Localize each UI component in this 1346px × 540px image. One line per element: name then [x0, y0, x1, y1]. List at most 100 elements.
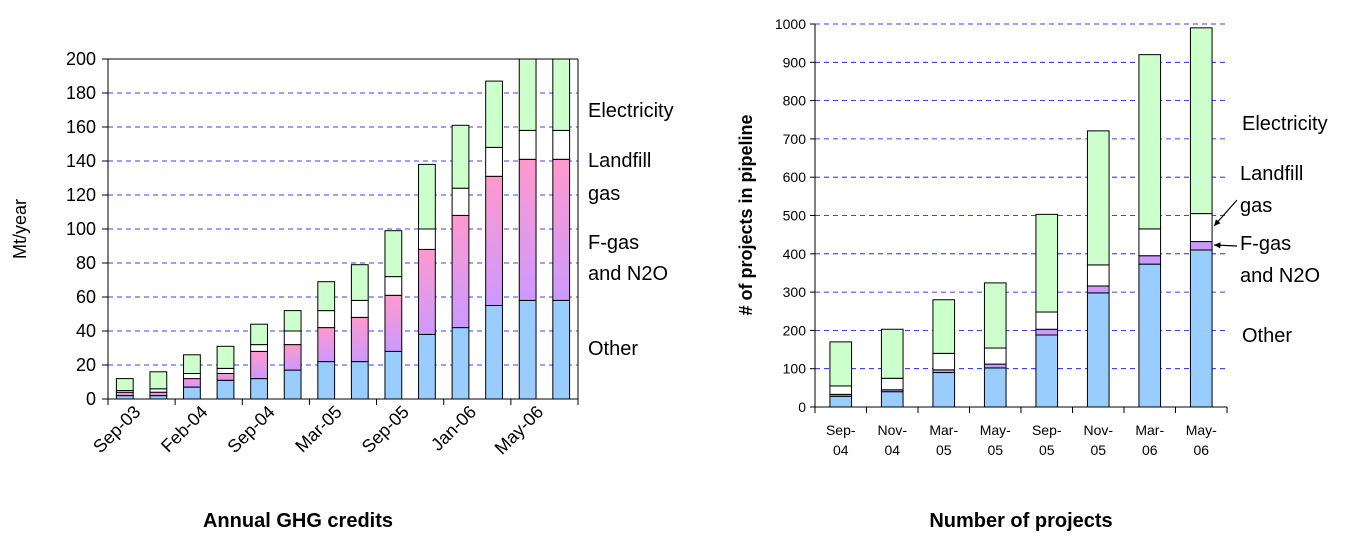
- bar-segment-electricity: [283, 310, 302, 332]
- bar-segment-landfill-gas: [552, 129, 571, 160]
- chart-title: Number of projects: [929, 510, 1112, 532]
- bar-segment-landfill-gas: [418, 228, 436, 250]
- bar-segment-other: [1035, 334, 1059, 408]
- bar-segment-landfill-gas: [1138, 228, 1162, 257]
- y-tick-label: 100: [783, 361, 807, 377]
- legend-label: Electricity: [1242, 113, 1328, 135]
- x-tick-label: Sep-04: [223, 402, 278, 457]
- y-tick-label: 500: [783, 208, 807, 224]
- x-category-label: Sep-: [1032, 422, 1062, 438]
- legend-label: and N2O: [1240, 265, 1320, 287]
- bar-segment-f-gas-and-n2o: [552, 158, 571, 301]
- bar-segment-landfill-gas: [283, 330, 302, 346]
- y-tick-label: 1000: [775, 16, 806, 32]
- bar-segment-other: [216, 379, 235, 400]
- legend-label: F-gas: [588, 232, 639, 254]
- bar-segment-landfill-gas: [216, 367, 235, 374]
- y-tick-label: 200: [783, 322, 807, 338]
- y-tick-label: 100: [66, 219, 96, 239]
- bar-segment-electricity: [317, 281, 336, 312]
- legend-label: Other: [588, 338, 638, 360]
- bar-segment-f-gas-and-n2o: [983, 363, 1007, 369]
- x-category-label: May-: [1186, 422, 1217, 438]
- y-tick-label: 700: [783, 131, 807, 147]
- x-tick-label: Mar-05: [291, 402, 345, 456]
- y-tick-label: 300: [783, 284, 807, 300]
- y-tick-label: 120: [66, 185, 96, 205]
- bar-segment-f-gas-and-n2o: [283, 344, 302, 371]
- y-tick-label: 80: [76, 253, 96, 273]
- bar-segment-landfill-gas: [250, 344, 268, 352]
- bar-segment-electricity: [1189, 27, 1213, 215]
- x-tick-label: Sep-05: [358, 402, 413, 457]
- bar-segment-electricity: [518, 58, 537, 131]
- y-tick-label: 60: [76, 287, 96, 307]
- bar-segment-electricity: [983, 282, 1007, 349]
- bar-segment-f-gas-and-n2o: [317, 327, 336, 363]
- bar-segment-other: [829, 395, 853, 408]
- y-tick-label: 180: [66, 83, 96, 103]
- bar-segment-electricity: [384, 230, 403, 278]
- bar-segment-other: [115, 395, 134, 400]
- bar-segment-f-gas-and-n2o: [216, 373, 235, 381]
- bar-segment-f-gas-and-n2o: [183, 378, 201, 388]
- x-category-label: 04: [833, 442, 849, 458]
- legend-label: Landfill: [1240, 163, 1303, 185]
- bar-segment-f-gas-and-n2o: [149, 391, 168, 397]
- x-category-label: Nov-: [1083, 422, 1113, 438]
- bar-segment-electricity: [1086, 130, 1110, 266]
- bar-segment-f-gas-and-n2o: [115, 391, 134, 397]
- bar-segment-electricity: [149, 371, 168, 390]
- bar-segment-landfill-gas: [485, 146, 503, 177]
- x-tick-label: Sep-03: [89, 402, 144, 457]
- bar-segment-landfill-gas: [932, 352, 956, 371]
- bar-segment-f-gas-and-n2o: [1138, 255, 1162, 265]
- bar-segment-electricity: [1138, 54, 1162, 230]
- y-tick-label: 400: [783, 246, 807, 262]
- bar-segment-other: [552, 299, 571, 400]
- y-axis-title: Mt/year: [10, 199, 30, 259]
- bar-segment-f-gas-and-n2o: [1086, 285, 1110, 294]
- x-category-label: Nov-: [877, 422, 907, 438]
- x-category-label: Sep-: [826, 422, 856, 438]
- bar-segment-f-gas-and-n2o: [418, 248, 436, 335]
- bar-segment-other: [350, 361, 369, 400]
- y-tick-label: 200: [66, 49, 96, 69]
- bar-segment-f-gas-and-n2o: [451, 214, 470, 329]
- bar-segment-landfill-gas: [983, 347, 1007, 365]
- bar-segment-other: [1086, 292, 1110, 408]
- legend-label: gas: [1240, 195, 1272, 217]
- y-tick-label: 800: [783, 93, 807, 109]
- bar-segment-landfill-gas: [1035, 311, 1059, 330]
- legend-pointer-head: [1214, 219, 1221, 226]
- bar-segment-landfill-gas: [384, 276, 403, 296]
- x-category-label: 05: [1039, 442, 1055, 458]
- bar-segment-other: [880, 391, 904, 408]
- bar-segment-f-gas-and-n2o: [1035, 328, 1059, 336]
- bar-segment-electricity: [418, 163, 436, 230]
- number-of-projects-chart: 0 100 200 300 400 500 600 700 800 900 1000 Sep- 04 No…: [736, 16, 1328, 532]
- bar-segment-electricity: [183, 354, 201, 374]
- bar-segment-other: [932, 372, 956, 408]
- x-category-label: 05: [936, 442, 952, 458]
- bar-segment-electricity: [1035, 213, 1059, 313]
- bar-segment-other: [485, 305, 503, 400]
- bar-segment-other: [250, 378, 268, 400]
- y-tick-label: 600: [783, 169, 807, 185]
- x-tick-label: Jan-06: [427, 402, 480, 455]
- bar-segment-electricity: [932, 299, 956, 354]
- legend-label: Electricity: [588, 100, 674, 122]
- bar-segment-landfill-gas: [149, 388, 168, 393]
- legend-label: gas: [588, 183, 620, 205]
- bar-segment-f-gas-and-n2o: [384, 294, 403, 352]
- x-category-label: 05: [987, 442, 1003, 458]
- x-category-label: Mar-: [1135, 422, 1164, 438]
- x-tick-label: Feb-04: [157, 402, 211, 456]
- y-tick-label: 40: [76, 321, 96, 341]
- bar-segment-f-gas-and-n2o: [250, 350, 268, 380]
- bar-segment-other: [317, 361, 336, 400]
- bar-segment-electricity: [485, 80, 503, 148]
- bar-segment-other: [1138, 263, 1162, 408]
